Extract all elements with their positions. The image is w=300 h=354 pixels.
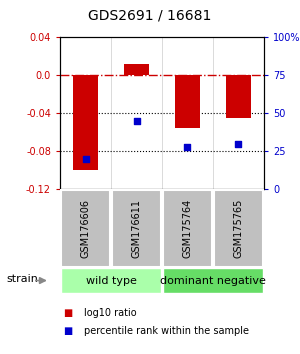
Point [185,144,190,150]
Text: dominant negative: dominant negative [160,275,266,286]
Text: GSM175765: GSM175765 [233,199,244,258]
Text: GDS2691 / 16681: GDS2691 / 16681 [88,9,212,23]
Bar [73,75,98,170]
Bar [175,75,200,127]
Point [134,118,139,124]
Bar [124,64,149,75]
Text: ■: ■ [63,326,72,336]
Text: percentile rank within the sample: percentile rank within the sample [84,326,249,336]
Text: GSM176606: GSM176606 [80,199,91,258]
Text: GSM176611: GSM176611 [131,199,142,258]
Text: strain: strain [6,274,38,284]
Point [236,141,241,147]
Point [83,156,88,162]
Text: GSM175764: GSM175764 [182,199,193,258]
Bar [226,75,251,118]
Text: log10 ratio: log10 ratio [84,308,136,318]
Text: wild type: wild type [85,275,136,286]
Text: ■: ■ [63,308,72,318]
